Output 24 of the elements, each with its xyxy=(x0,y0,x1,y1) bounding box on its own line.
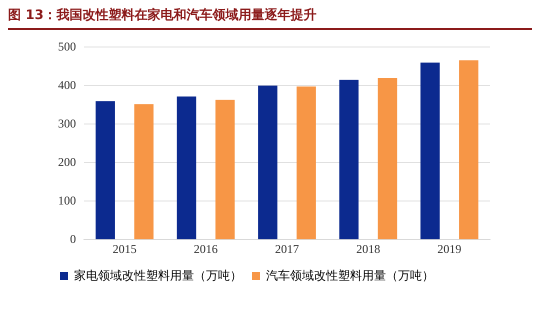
chart-title: 图 13：我国改性塑料在家电和汽车领域用量逐年提升 xyxy=(8,6,532,30)
bar xyxy=(134,104,154,240)
bar xyxy=(378,78,398,240)
bar xyxy=(258,86,278,240)
legend-label: 汽车领域改性塑料用量（万吨） xyxy=(266,268,434,282)
x-tick-label: 2018 xyxy=(356,242,380,256)
legend-label: 家电领域改性塑料用量（万吨） xyxy=(74,268,242,282)
bar xyxy=(96,101,115,240)
x-tick-label: 2019 xyxy=(437,242,462,256)
y-tick-label: 300 xyxy=(58,116,76,130)
bar xyxy=(339,80,359,240)
bar xyxy=(420,62,440,240)
y-tick-label: 500 xyxy=(58,39,76,54)
x-tick-label: 2015 xyxy=(112,242,137,256)
y-tick-label: 100 xyxy=(58,193,76,208)
bar xyxy=(296,86,316,240)
bar xyxy=(215,100,235,240)
x-tick-label: 2017 xyxy=(275,242,299,256)
bar xyxy=(176,96,196,240)
y-tick-label: 200 xyxy=(58,154,76,169)
y-tick-label: 400 xyxy=(58,78,76,92)
bar xyxy=(459,60,478,240)
x-tick-label: 2016 xyxy=(194,242,218,256)
y-tick-label: 0 xyxy=(70,232,76,246)
